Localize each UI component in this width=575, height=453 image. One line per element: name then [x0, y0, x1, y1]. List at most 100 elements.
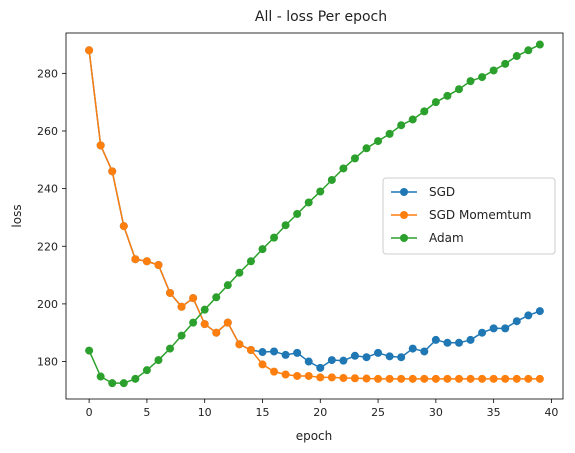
x-tick-label: 25 [371, 406, 385, 419]
data-point [374, 348, 383, 357]
data-point [327, 356, 336, 365]
data-point [374, 137, 383, 146]
data-point [350, 374, 359, 383]
data-point [431, 335, 440, 344]
data-point [142, 257, 151, 266]
x-tick-label: 10 [198, 406, 212, 419]
data-point [327, 373, 336, 382]
y-tick-label: 180 [37, 356, 58, 369]
data-point [431, 98, 440, 107]
data-point [489, 324, 498, 333]
data-point [431, 374, 440, 383]
data-point [397, 121, 406, 130]
legend-marker [400, 188, 408, 196]
data-point [489, 66, 498, 75]
data-point [420, 107, 429, 116]
data-point [524, 46, 533, 55]
data-point [443, 374, 452, 383]
data-point [304, 357, 313, 366]
chart-title: All - loss Per epoch [255, 9, 387, 25]
data-point [258, 360, 267, 369]
series-line [88, 43, 541, 384]
data-point [512, 52, 521, 61]
data-point [154, 356, 163, 365]
legend-marker [400, 211, 408, 219]
data-point [478, 374, 487, 383]
data-point [466, 374, 475, 383]
legend-box [382, 177, 556, 255]
data-point [142, 366, 151, 375]
data-point [535, 374, 544, 383]
legend-label: SGD Momemtum [429, 208, 531, 222]
data-point [478, 73, 487, 82]
x-tick-label: 35 [487, 406, 501, 419]
data-point [154, 260, 163, 269]
data-point [362, 353, 371, 362]
data-point [281, 370, 290, 379]
y-tick-label: 220 [37, 240, 58, 253]
data-point [408, 344, 417, 353]
data-point [339, 356, 348, 365]
y-tick-label: 200 [37, 298, 58, 311]
data-point [350, 351, 359, 360]
legend-marker [400, 234, 408, 242]
data-point [466, 77, 475, 86]
data-point [524, 374, 533, 383]
data-point [223, 318, 232, 327]
x-tick-label: 20 [313, 406, 327, 419]
legend-label: Adam [429, 231, 464, 245]
data-point [189, 294, 198, 303]
data-point [385, 129, 394, 138]
data-point [362, 374, 371, 383]
data-point [235, 268, 244, 277]
data-point [270, 367, 279, 376]
data-point [466, 335, 475, 344]
y-tick-label: 280 [37, 67, 58, 80]
series-line [88, 50, 540, 380]
data-point [454, 85, 463, 94]
data-point [85, 346, 94, 355]
data-point [304, 198, 313, 207]
data-point [420, 374, 429, 383]
data-point [223, 281, 232, 290]
data-point [454, 338, 463, 347]
data-point [350, 154, 359, 163]
x-tick-label: 15 [255, 406, 269, 419]
data-point [85, 46, 94, 55]
data-point [119, 222, 128, 231]
data-point [246, 257, 255, 266]
legend-label: SGD [429, 185, 455, 199]
data-point [108, 379, 117, 388]
legend: SGD SGD Momemtum Adam [382, 177, 556, 255]
data-point [327, 175, 336, 184]
data-point [524, 311, 533, 320]
data-point [397, 353, 406, 362]
data-point [200, 320, 209, 329]
data-point [512, 317, 521, 326]
y-tick-label: 240 [37, 183, 58, 196]
data-point [96, 141, 105, 150]
data-point [374, 374, 383, 383]
legend-item: SGD Momemtum [391, 208, 531, 222]
data-point [166, 344, 175, 353]
data-point [119, 379, 128, 388]
data-point [96, 372, 105, 381]
data-point [246, 346, 255, 355]
data-point [397, 374, 406, 383]
plot-area [85, 40, 544, 388]
data-point [316, 187, 325, 196]
data-point [270, 233, 279, 242]
data-point [489, 374, 498, 383]
data-point [189, 318, 198, 327]
data-point [362, 144, 371, 153]
y-tick-label: 260 [37, 125, 58, 138]
data-point [501, 59, 510, 68]
data-point [408, 115, 417, 124]
data-point [385, 352, 394, 361]
data-point [339, 164, 348, 173]
data-point [212, 328, 221, 337]
x-axis: 0 5 10 15 20 25 30 35 40 [86, 399, 558, 419]
data-point [281, 350, 290, 359]
data-point [200, 305, 209, 314]
